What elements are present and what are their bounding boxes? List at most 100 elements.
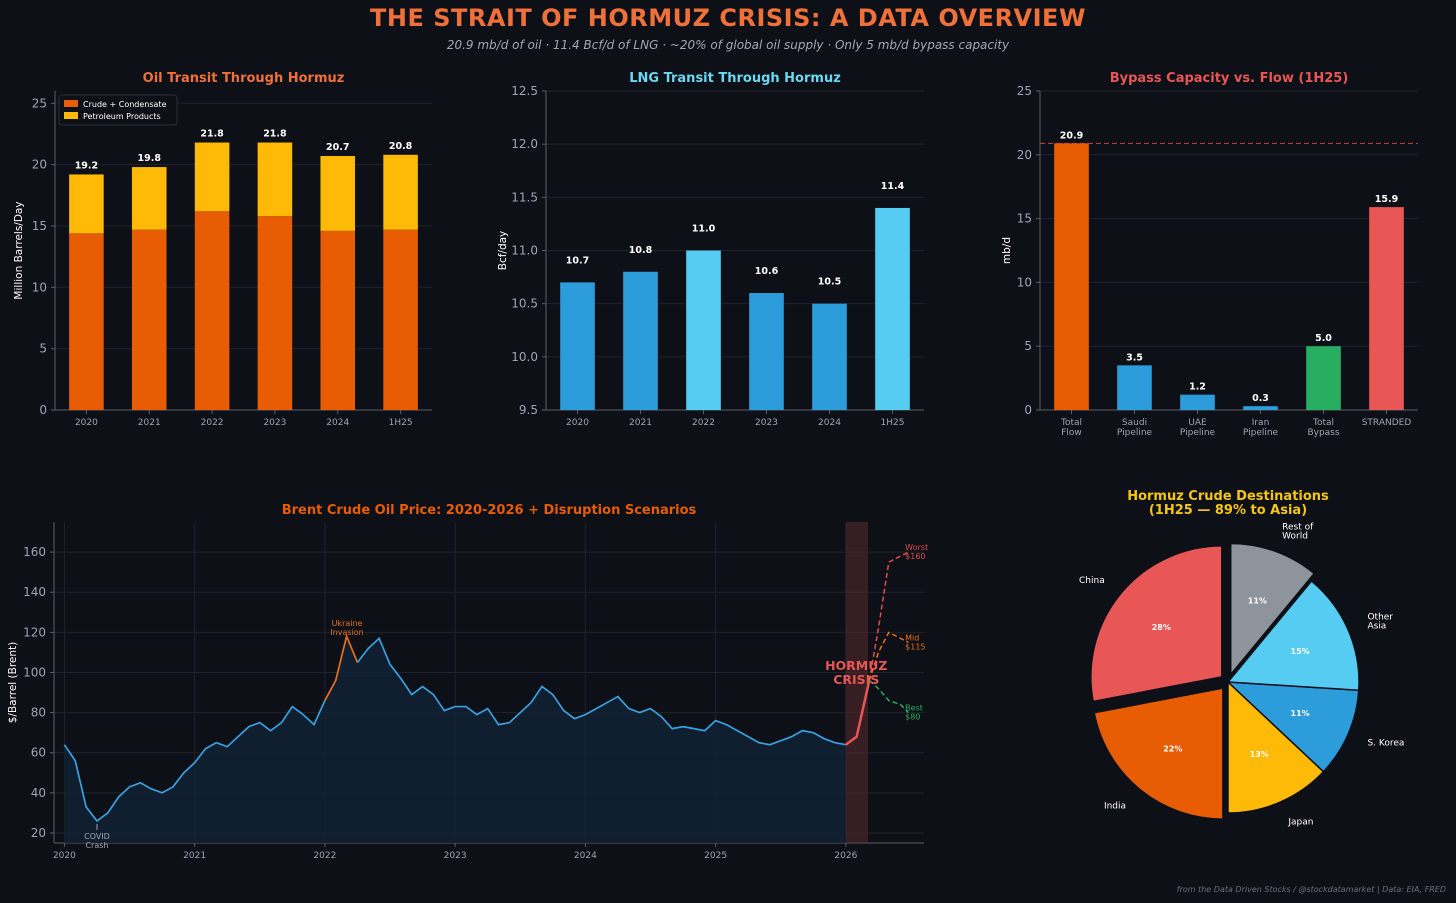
bypass-ytick-label: 25: [1017, 84, 1032, 98]
brent-best-line: [868, 679, 909, 714]
oil-ytick-label: 15: [32, 219, 47, 233]
oil-bar-petroleum-products-2: [194, 142, 230, 212]
lng-ytick-label: 11.5: [511, 190, 538, 204]
brent-title: Brent Crude Oil Price: 2020-2026 + Disru…: [282, 503, 697, 518]
brent-xtick-label: 2022: [313, 851, 336, 861]
lng-xtick-label: 2021: [629, 418, 652, 428]
source-footer: from the Data Driven Stocks / @stockdata…: [1176, 885, 1446, 894]
brent-crisis-band: [845, 522, 868, 843]
pie-slice-label: China: [1079, 576, 1105, 586]
bypass-bar-4: [1306, 346, 1341, 410]
brent-xtick-label: 2026: [834, 851, 857, 861]
lng-bar-5: [875, 207, 910, 410]
pie-slice-label: S. Korea: [1367, 738, 1404, 748]
lng-ytick-label: 10.5: [511, 297, 538, 311]
brent-ytick-label: 140: [23, 585, 46, 599]
oil-bar-petroleum-products-0: [69, 174, 104, 234]
bypass-value-label: 5.0: [1315, 333, 1332, 344]
pie-percent-label: 28%: [1152, 623, 1171, 632]
bypass-value-label: 15.9: [1375, 194, 1398, 205]
lng-y-axis-label: Bcf/day: [497, 231, 509, 271]
pie-slice-label: Rest of World: [1282, 522, 1314, 541]
bypass-value-label: 20.9: [1060, 130, 1083, 141]
brent-ukraine-spike-line: [324, 633, 359, 701]
oil-title: Oil Transit Through Hormuz: [143, 71, 345, 86]
pie-percent-label: 22%: [1163, 745, 1182, 754]
brent-y-axis-label: $/Barrel (Brent): [7, 642, 19, 724]
brent-scenario-label: Best $80: [905, 704, 923, 722]
oil-total-label: 19.2: [75, 160, 98, 171]
oil-bar-crude-condensate-4: [320, 230, 356, 410]
brent-ukraine-annotation: Ukraine Invasion: [330, 619, 363, 637]
oil-bar-petroleum-products-3: [257, 142, 293, 217]
bypass-bar-0: [1054, 143, 1089, 411]
pie-slice-rest-of-world: [1229, 542, 1316, 677]
oil-ytick-label: 10: [32, 280, 47, 294]
bypass-bar-1: [1117, 365, 1152, 410]
pie-slice-s-korea: [1225, 681, 1360, 773]
bypass-bar-5: [1369, 207, 1404, 410]
pie-slice-label: Other Asia: [1367, 613, 1393, 632]
bypass-xtick-label: UAE Pipeline: [1180, 418, 1216, 438]
lng-bar-0: [560, 282, 595, 410]
oil-bar-petroleum-products-5: [383, 154, 418, 230]
lng-value-label: 10.6: [755, 266, 779, 277]
oil-xtick-label: 2023: [263, 418, 286, 428]
brent-crisis-label: HORMUZ CRISIS: [825, 658, 887, 687]
bypass-value-label: 3.5: [1126, 352, 1143, 363]
page-title: THE STRAIT OF HORMUZ CRISIS: A DATA OVER…: [370, 4, 1086, 32]
oil-xtick-label: 2024: [326, 418, 349, 428]
brent-ytick-label: 160: [23, 545, 46, 559]
brent-ytick-label: 60: [31, 746, 46, 760]
oil-legend-label: Petroleum Products: [83, 112, 161, 121]
pie-slice-label: Japan: [1287, 817, 1313, 827]
brent-covid-annotation: COVID Crash: [84, 832, 110, 850]
pie-slice-label: India: [1104, 801, 1126, 811]
oil-total-label: 20.7: [326, 142, 349, 153]
bypass-bar-3: [1243, 406, 1278, 410]
lng-bar-4: [812, 303, 847, 410]
bypass-xtick-label: Total Flow: [1060, 418, 1082, 438]
bypass-title: Bypass Capacity vs. Flow (1H25): [1110, 71, 1349, 86]
pie-slice-other-asia: [1226, 580, 1360, 692]
brent-area-fill: [64, 636, 846, 843]
oil-xtick-label: 2020: [75, 418, 98, 428]
oil-legend-box: [58, 94, 178, 126]
lng-value-label: 11.4: [881, 181, 905, 192]
lng-ytick-label: 12.0: [511, 137, 538, 151]
lng-ytick-label: 9.5: [519, 403, 538, 417]
brent-ytick-label: 100: [23, 665, 46, 679]
bypass-value-label: 0.3: [1252, 393, 1269, 404]
brent-ytick-label: 120: [23, 625, 46, 639]
lng-value-label: 10.5: [818, 277, 841, 288]
oil-bar-crude-condensate-2: [194, 211, 230, 410]
oil-bar-crude-condensate-3: [257, 216, 293, 410]
oil-total-label: 19.8: [138, 153, 162, 164]
oil-ytick-label: 5: [39, 342, 47, 356]
oil-bar-crude-condensate-5: [383, 229, 418, 410]
brent-xtick-label: 2021: [183, 851, 206, 861]
brent-mid-line: [868, 631, 909, 681]
oil-ytick-label: 25: [32, 96, 47, 110]
pie-slice-china: [1090, 545, 1223, 703]
destinations-title: Hormuz Crude Destinations (1H25 — 89% to …: [1127, 489, 1329, 518]
lng-title: LNG Transit Through Hormuz: [629, 71, 841, 86]
lng-bar-3: [749, 293, 784, 410]
oil-legend-swatch: [64, 112, 78, 119]
bypass-ytick-label: 10: [1017, 275, 1032, 289]
bypass-ytick-label: 15: [1017, 212, 1032, 226]
bypass-xtick-label: STRANDED: [1362, 418, 1412, 428]
pie-percent-label: 15%: [1291, 647, 1310, 656]
oil-bar-crude-condensate-1: [131, 229, 167, 410]
brent-ytick-label: 20: [31, 826, 46, 840]
lng-xtick-label: 2020: [566, 418, 589, 428]
lng-bar-2: [686, 250, 721, 410]
lng-ytick-label: 12.5: [511, 84, 538, 98]
brent-scenario-label: Worst $160: [905, 543, 928, 561]
brent-xtick-label: 2024: [574, 851, 597, 861]
bypass-xtick-label: Iran Pipeline: [1243, 418, 1279, 438]
bypass-xtick-label: Total Bypass: [1307, 418, 1339, 438]
lng-value-label: 11.0: [692, 224, 716, 235]
pie-slice-india: [1093, 687, 1224, 820]
brent-xtick-label: 2023: [444, 851, 467, 861]
